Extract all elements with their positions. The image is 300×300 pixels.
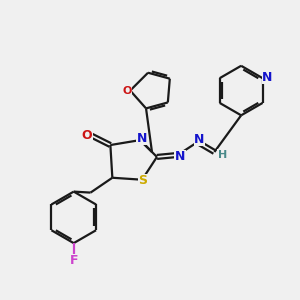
Text: F: F xyxy=(70,254,78,268)
Text: N: N xyxy=(262,71,273,84)
Text: N: N xyxy=(137,132,147,145)
Text: O: O xyxy=(81,129,92,142)
Text: S: S xyxy=(139,174,148,187)
Text: N: N xyxy=(194,133,205,146)
Text: O: O xyxy=(122,85,132,96)
Text: N: N xyxy=(175,150,185,164)
Text: H: H xyxy=(218,150,227,160)
